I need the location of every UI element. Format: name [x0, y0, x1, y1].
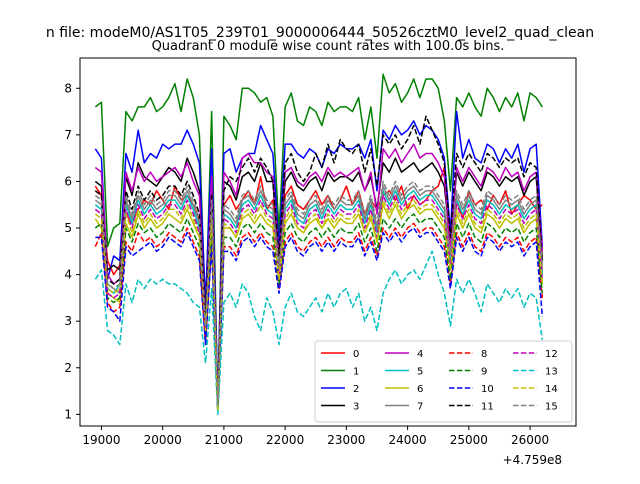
series-line-5 [94, 190, 544, 411]
x-tick-label: 24000 [389, 433, 427, 447]
legend-label: 10 [481, 384, 494, 395]
x-tick-label: 23000 [327, 433, 365, 447]
legend-label: 13 [545, 367, 558, 378]
legend-label: 15 [545, 402, 558, 413]
x-tick-label: 26000 [511, 433, 549, 447]
legend-entry-1: 1 [321, 367, 359, 378]
x-axis: 19000 20000 21000 22000 23000 24000 25000 26000 [82, 426, 549, 447]
x-tick-label: 19000 [82, 433, 120, 447]
legend-label: 9 [481, 367, 487, 378]
legend-label: 6 [417, 384, 423, 395]
legend-entry-15: 15 [513, 402, 558, 413]
y-tick-label: 2 [64, 361, 72, 375]
legend-label: 3 [353, 402, 359, 413]
legend-label: 0 [353, 349, 359, 360]
legend-entry-9: 9 [449, 367, 487, 378]
legend-entry-11: 11 [449, 402, 494, 413]
series-line-9 [94, 213, 544, 411]
legend-entry-2: 2 [321, 384, 359, 395]
legend-label: 5 [417, 367, 423, 378]
y-tick-label: 3 [64, 314, 72, 328]
legend-entry-3: 3 [321, 402, 359, 413]
legend-entry-4: 4 [385, 349, 423, 360]
legend-label: 7 [417, 402, 423, 413]
series-line-12 [94, 194, 544, 411]
legend-entry-10: 10 [449, 384, 494, 395]
figure-suptitle: n file: modeM0/AS1T05_239T01_9000006444_… [46, 25, 594, 41]
x-offset-label: +4.759e8 [503, 453, 562, 467]
legend-entry-8: 8 [449, 349, 487, 360]
y-tick-label: 5 [64, 221, 72, 235]
series-line-1 [94, 73, 543, 406]
series-line-7 [94, 185, 544, 411]
legend-label: 14 [545, 384, 558, 395]
legend-entry-5: 5 [385, 367, 423, 378]
y-tick-label: 1 [64, 407, 72, 421]
legend-entry-14: 14 [513, 384, 558, 395]
legend-label: 11 [481, 402, 494, 413]
legend-entry-6: 6 [385, 384, 423, 395]
series-line-13 [94, 250, 544, 416]
legend-label: 1 [353, 367, 359, 378]
series-line-11 [94, 115, 544, 406]
legend-entry-0: 0 [321, 349, 359, 360]
x-tick-label: 22000 [266, 433, 304, 447]
series-line-4 [94, 143, 544, 406]
legend-entry-7: 7 [385, 402, 423, 413]
plot-frame [79, 57, 577, 427]
legend-label: 4 [417, 349, 423, 360]
legend-entry-12: 12 [513, 349, 558, 360]
legend-label: 8 [481, 349, 487, 360]
series-line-15 [94, 180, 544, 406]
x-tick-label: 25000 [450, 433, 488, 447]
legend-label: 12 [545, 349, 558, 360]
y-axis: 1 2 3 4 5 6 7 8 [64, 81, 80, 421]
chart-title: Quadrant 0 module wise count rates with … [152, 39, 505, 54]
legend-label: 2 [353, 384, 359, 395]
legend-entry-13: 13 [513, 367, 558, 378]
series-line-3 [94, 157, 544, 406]
y-tick-label: 6 [64, 174, 72, 188]
y-tick-label: 7 [64, 128, 72, 142]
series-line-0 [94, 166, 543, 406]
y-tick-label: 8 [64, 81, 72, 95]
series-line-14 [94, 199, 544, 411]
x-tick-label: 21000 [205, 433, 243, 447]
series-line-6 [94, 203, 544, 411]
y-tick-label: 4 [64, 268, 72, 282]
series-line-8 [94, 222, 544, 411]
series-layer [94, 73, 544, 416]
legend-box [314, 340, 573, 423]
x-tick-label: 20000 [144, 433, 182, 447]
